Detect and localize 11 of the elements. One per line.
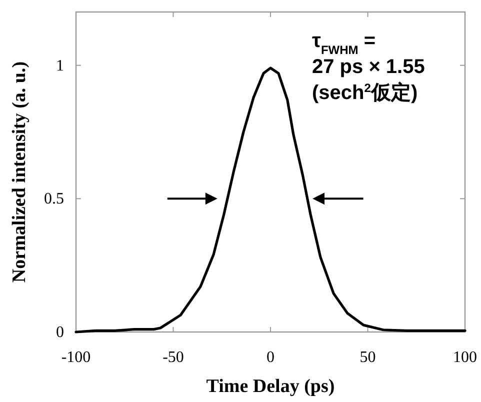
x-tick-label: 50 — [360, 349, 376, 366]
y-tick-label: 0 — [56, 324, 64, 341]
x-tick-label: -100 — [61, 349, 91, 366]
y-tick-label: 0.5 — [44, 190, 64, 208]
annotation: τ$_{FWHM}$ = 27 ps × 1.55 (sech$^{2}$仮定) — [312, 30, 425, 104]
x-tick-label: 100 — [453, 349, 477, 366]
x-tick-label: -50 — [162, 349, 184, 366]
x-axis-title: Time Delay (ps) — [206, 376, 335, 397]
x-tick-label: 0 — [266, 349, 274, 366]
y-axis-title: Normalized intensity (a. u.) — [9, 61, 30, 283]
y-tick-label: 1 — [56, 57, 64, 74]
